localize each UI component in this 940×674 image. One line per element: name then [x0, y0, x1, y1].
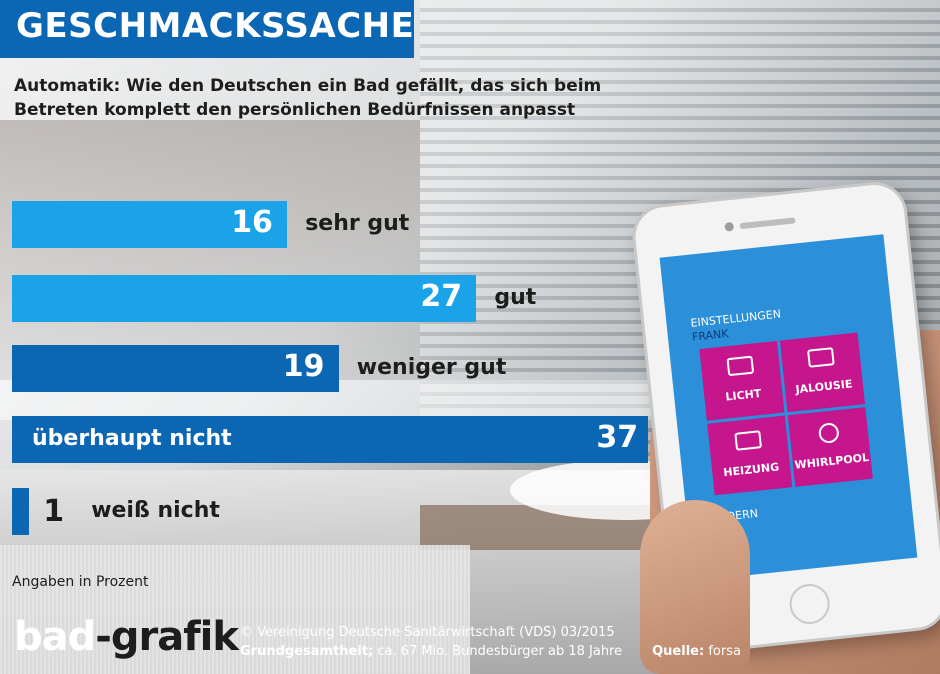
tile-label: WHIRLPOOL [793, 451, 870, 472]
page-title: GESCHMACKSSACHE [16, 6, 415, 46]
background-wall [0, 120, 420, 380]
chart-subtitle: Automatik: Wie den Deutschen ein Bad gef… [14, 76, 602, 120]
bar-label-0: sehr gut [305, 211, 410, 236]
base-and-source: Grundgesamtheit; ca. 67 Mio. Bundesbürge… [240, 644, 741, 659]
tile-label: JALOUSIE [794, 377, 854, 397]
unit-note: Angaben in Prozent [12, 574, 149, 590]
bar-label-4: weiß nicht [91, 498, 220, 523]
title-box: GESCHMACKSSACHE [0, 0, 414, 58]
bar-value-1: 27 [420, 279, 463, 314]
bar-label-2: weniger gut [356, 355, 507, 380]
bar-value-4: 1 [43, 494, 65, 529]
bar-value-0: 16 [231, 205, 273, 240]
heater-icon [734, 430, 763, 451]
bar-0 [12, 201, 288, 248]
bar-4 [12, 488, 30, 535]
logo: bad-grafik [14, 614, 239, 660]
speaker-grille [739, 217, 796, 230]
tile-jalousie[interactable]: JALOUSIE [779, 332, 866, 413]
bar-3 [12, 416, 649, 463]
bar-label-1: gut [494, 285, 537, 310]
home-button [787, 581, 832, 626]
background-rug [0, 545, 470, 674]
camera-icon [724, 221, 735, 232]
copyright-text: © Vereinigung Deutsche Sanitärwirtschaft… [240, 625, 615, 640]
bar-value-2: 19 [282, 349, 325, 384]
bar-1 [12, 275, 477, 322]
thumb [640, 500, 750, 674]
tile-licht[interactable]: LICHT [699, 340, 785, 421]
tile-label: HEIZUNG [722, 460, 780, 480]
bar-label-3: überhaupt nicht [32, 426, 232, 451]
bar-value-3: 37 [596, 420, 639, 455]
screen-title: EINSTELLUNGEN [689, 307, 782, 330]
screen-user: FRANK [691, 327, 730, 344]
tile-label: LICHT [724, 386, 762, 404]
light-icon [726, 355, 755, 377]
blinds-icon [807, 347, 835, 368]
bubbles-icon [817, 422, 840, 445]
bar-2 [12, 345, 339, 392]
tile-whirlpool[interactable]: WHIRLPOOL [787, 407, 873, 487]
tile-heizung[interactable]: HEIZUNG [707, 415, 793, 496]
